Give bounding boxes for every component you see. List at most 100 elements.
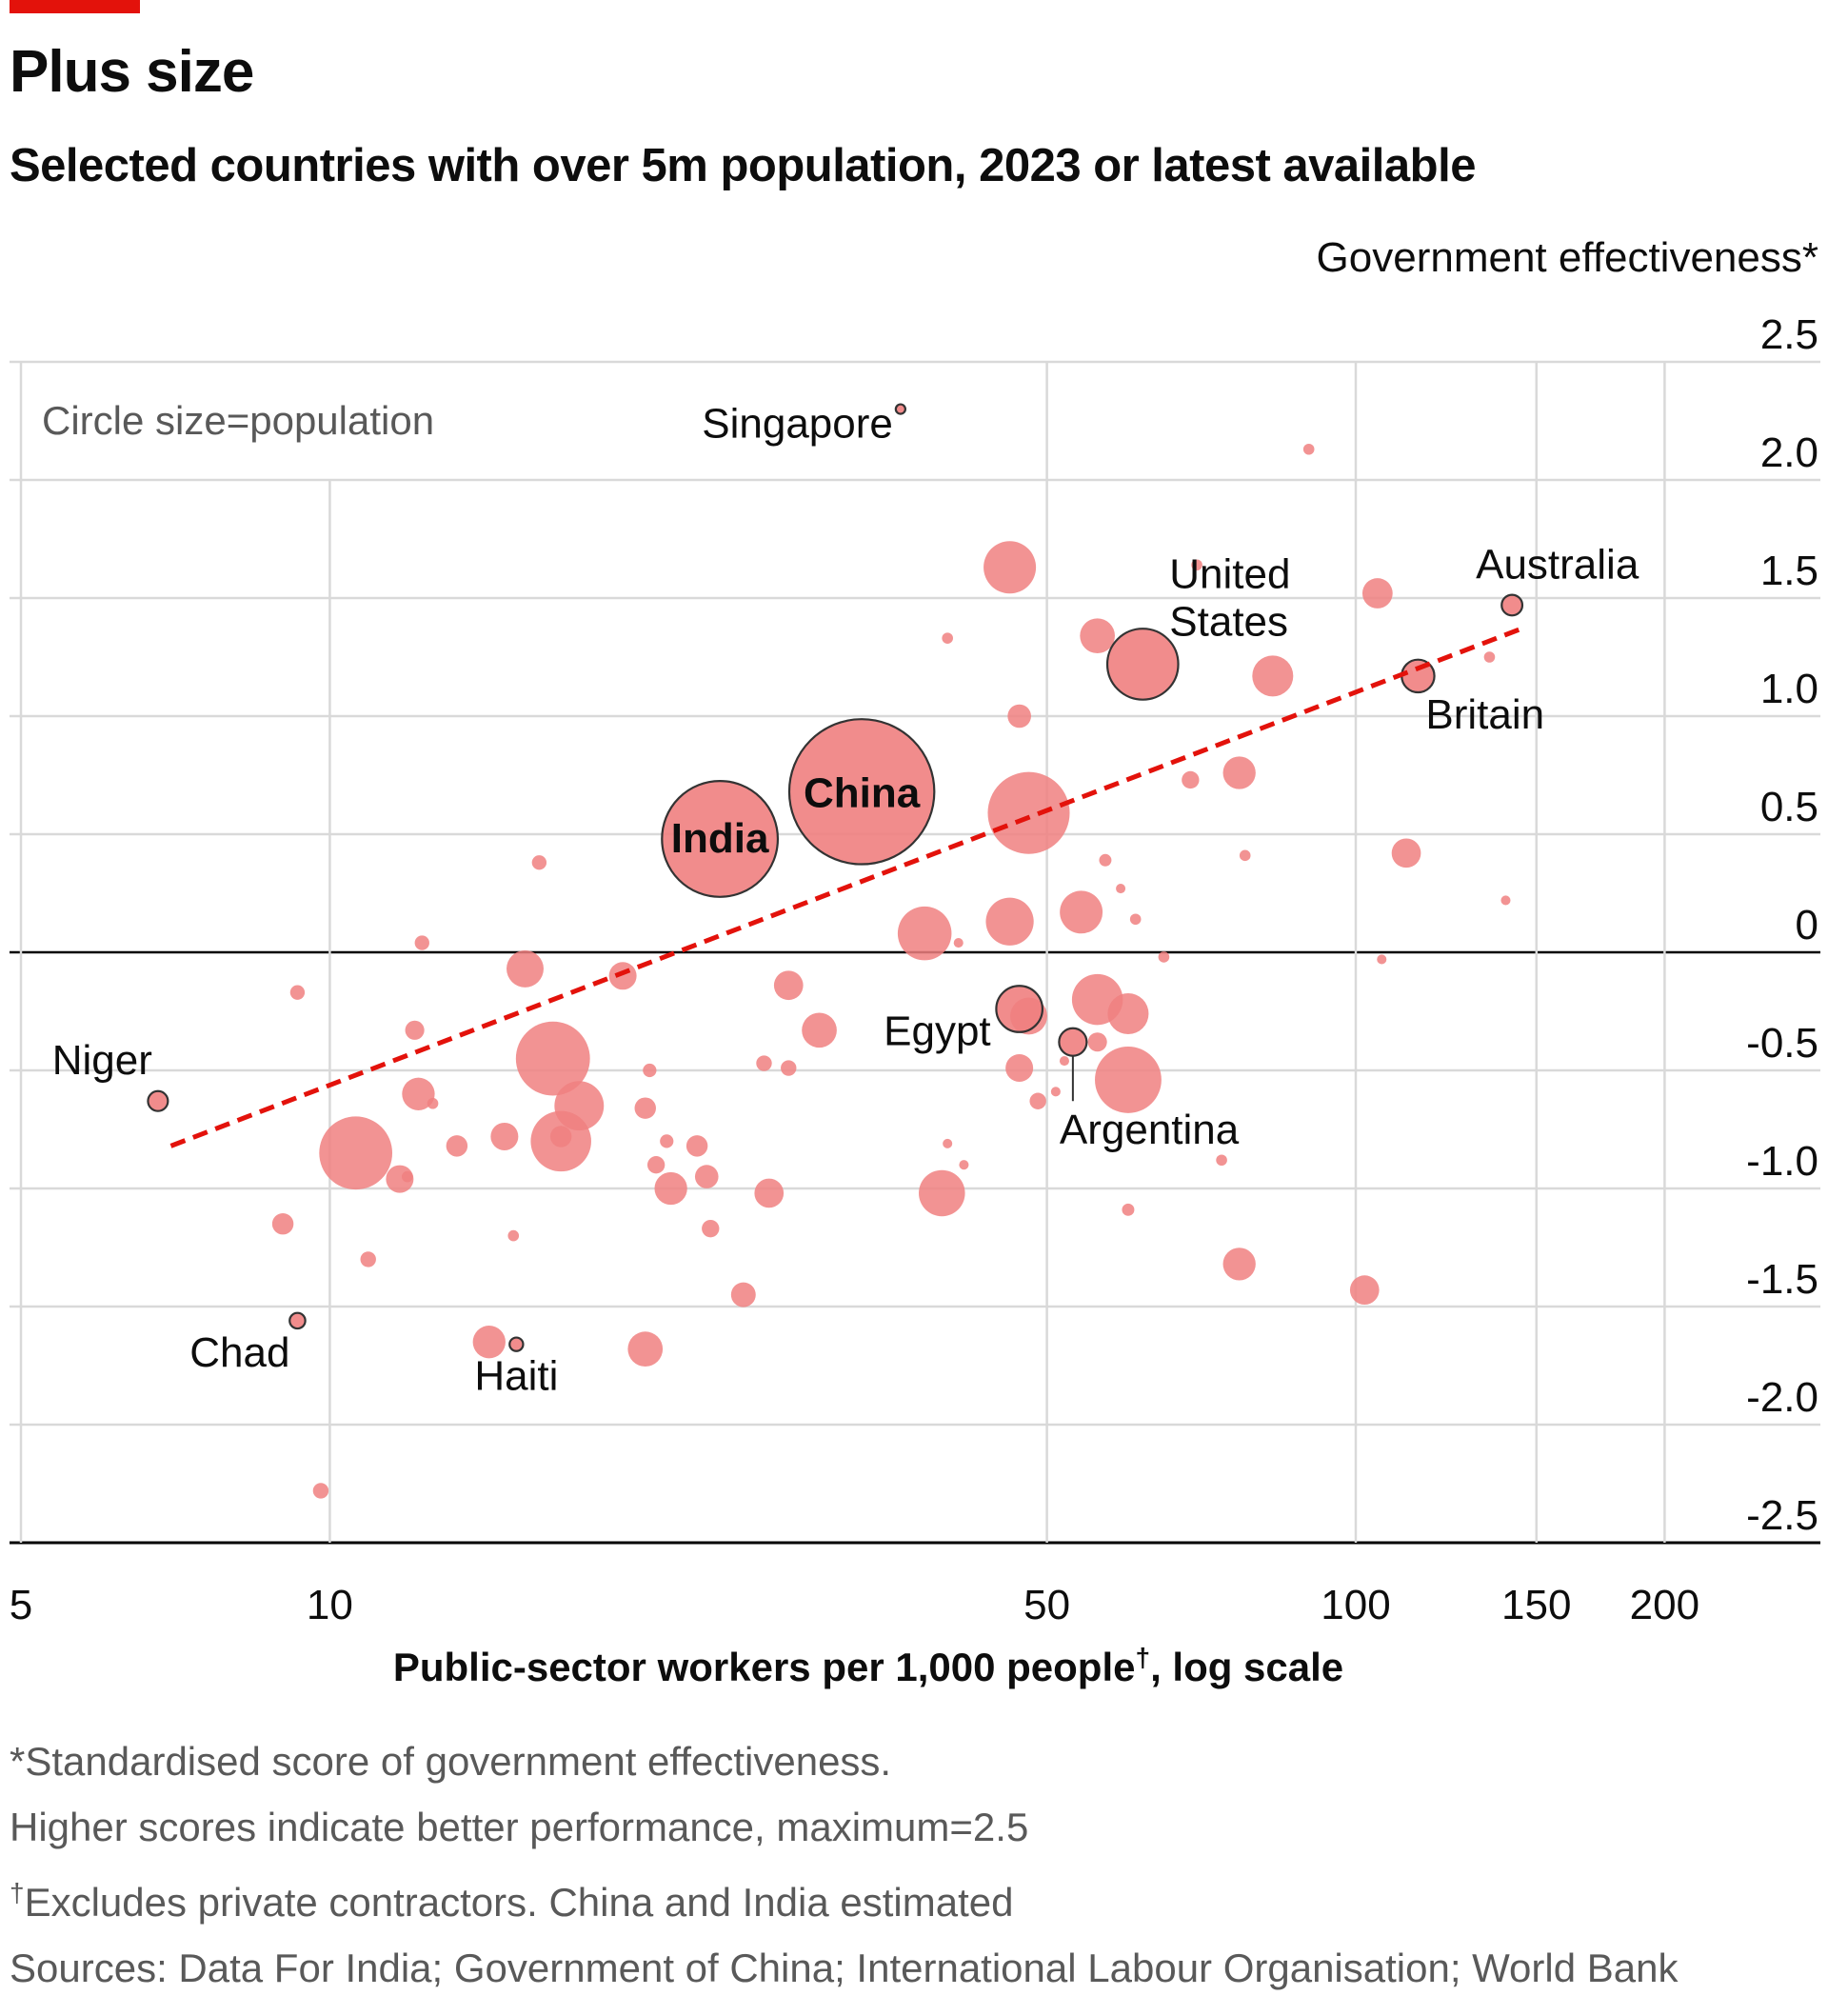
scatter-point: [1060, 890, 1103, 934]
scatter-point: [660, 1134, 674, 1148]
scatter-point: [1391, 838, 1421, 868]
scatter-point: [1483, 651, 1496, 663]
point-label-chad: Chad: [189, 1329, 289, 1376]
scatter-point: [1050, 1087, 1061, 1097]
scatter-point: [754, 1178, 785, 1208]
scatter-point: [414, 935, 429, 950]
highlighted-point: [1500, 593, 1524, 617]
scatter-point: [756, 1055, 772, 1071]
scatter-point: [1005, 1054, 1034, 1083]
chart-subtitle: Selected countries with over 5m populati…: [10, 140, 1476, 191]
point-labels: Singapore United States Australia Britain Chi…: [52, 401, 1639, 1400]
scatter-point: [654, 1171, 687, 1206]
x-tick-label: 150: [1501, 1582, 1571, 1628]
point-label-argentina: Argentina: [1060, 1107, 1240, 1153]
scatter-point: [1116, 884, 1126, 894]
scatter-point: [694, 1165, 719, 1188]
trend-line: [169, 626, 1522, 1148]
scatter-point: [627, 1331, 664, 1367]
x-axis-label-suffix: , log scale: [1150, 1645, 1343, 1689]
y-axis-label: Government effectiveness*: [1317, 234, 1818, 281]
highlighted-point: [661, 780, 780, 898]
scatter-point: [490, 1122, 519, 1150]
scatter-point: [781, 1060, 797, 1076]
scatter-point: [531, 855, 547, 870]
scatter-point: [427, 1097, 439, 1109]
scatter-point: [984, 541, 1037, 594]
scatter-point: [943, 1138, 953, 1148]
scatter-point: [507, 949, 544, 988]
y-tick-label: 1.0: [1760, 666, 1818, 712]
scatter-point: [953, 938, 964, 948]
point-label-india: India: [671, 815, 769, 862]
data-points: [147, 403, 1524, 1499]
scatter-point: [1500, 895, 1511, 906]
point-label-united-states: United States: [1169, 550, 1290, 645]
footnotes: *Standardised score of government effect…: [10, 1728, 1679, 2001]
y-tick-label: -2.5: [1746, 1492, 1818, 1539]
scatter-point: [1087, 1032, 1107, 1052]
footnote-contractors: †Excludes private contractors. China and…: [10, 1860, 1679, 1935]
point-label-haiti: Haiti: [474, 1353, 558, 1400]
scatter-point: [271, 1212, 294, 1235]
scatter-point: [1129, 913, 1142, 926]
trendline-group: [169, 626, 1522, 1148]
y-tick-label: -2.0: [1746, 1374, 1818, 1421]
scatter-point: [446, 1135, 468, 1157]
scatter-point: [942, 632, 953, 644]
scatter-point: [1182, 770, 1200, 789]
point-label-line: States: [1169, 598, 1288, 645]
scatter-point: [1216, 1154, 1227, 1167]
scatter-point: [1095, 1046, 1162, 1113]
scatter-point: [1302, 443, 1315, 455]
scatter-point: [402, 1077, 435, 1110]
y-tick-label: -1.0: [1746, 1138, 1818, 1185]
footnote-contractors-text: Excludes private contractors. China and …: [24, 1880, 1014, 1925]
scatter-point: [402, 1170, 413, 1183]
highlighted-point: [787, 718, 936, 866]
y-tick-label: -1.5: [1746, 1256, 1818, 1303]
chart-title: Plus size: [10, 39, 254, 105]
scatter-point: [1377, 954, 1387, 965]
scatter-point: [608, 962, 637, 990]
scatter-point: [1122, 1203, 1135, 1216]
x-tick-label: 100: [1321, 1582, 1390, 1628]
point-label-niger: Niger: [52, 1037, 152, 1084]
point-label-australia: Australia: [1476, 541, 1639, 588]
scatter-point: [959, 1160, 969, 1170]
axis-ticks: 2.5 2.0 1.5 1.0 0.5 0 -0.5 -1.0 -1.5 -2.0 -2.5 5 10 5…: [10, 311, 1818, 1628]
y-tick-label: -0.5: [1746, 1020, 1818, 1067]
scatter-point: [360, 1251, 376, 1267]
scatter-point: [987, 771, 1070, 854]
scatter-point: [507, 1229, 520, 1242]
point-label-line: United: [1169, 550, 1290, 597]
highlighted-point: [147, 1089, 169, 1112]
x-tick-label: 50: [1023, 1582, 1070, 1628]
highlighted-point: [894, 403, 906, 415]
sources-note: Sources: Data For India; Government of C…: [10, 1946, 1679, 1990]
scatter-point: [1059, 1056, 1069, 1067]
highlighted-point: [1105, 628, 1180, 701]
scatter-point: [1099, 853, 1112, 867]
scatter-point: [643, 1063, 657, 1078]
scatter-point: [1239, 849, 1251, 862]
scatter-point: [1252, 655, 1294, 697]
size-legend-note: Circle size=population: [42, 398, 434, 443]
scatter-point: [1222, 1248, 1256, 1281]
scatter-point: [773, 970, 804, 1001]
y-tick-label: 2.0: [1760, 429, 1818, 476]
x-tick-label: 5: [10, 1582, 32, 1628]
scatter-point: [472, 1326, 506, 1359]
scatter-point: [702, 1219, 720, 1238]
scatter-point: [515, 1021, 590, 1096]
scatter-point: [1191, 559, 1202, 571]
x-tick-label: 200: [1630, 1582, 1699, 1628]
x-axis-label-dagger: †: [1135, 1643, 1150, 1672]
point-label-britain: Britain: [1425, 691, 1544, 738]
scatter-point: [919, 1169, 965, 1217]
footnote-dagger: †: [10, 1878, 25, 1907]
highlighted-point: [1058, 1027, 1088, 1057]
highlighted-point: [995, 985, 1044, 1033]
scatter-point: [802, 1012, 837, 1048]
scatter-point: [1007, 704, 1031, 729]
